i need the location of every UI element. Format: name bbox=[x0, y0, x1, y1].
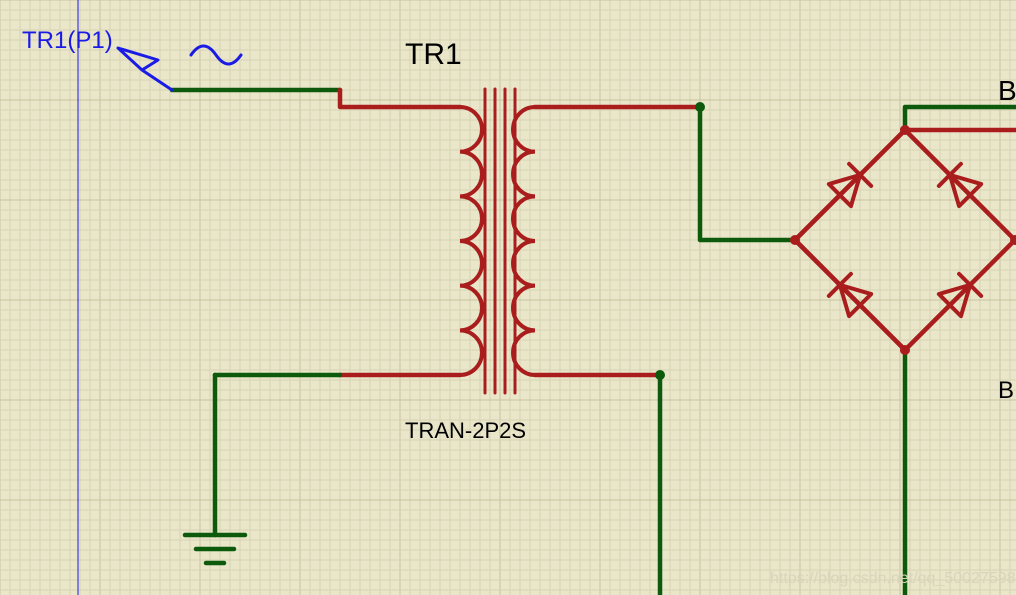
schematic-canvas: TR1(P1) TR1 TRAN-2P2S B Bhttps://blog.csdn.n… bbox=[0, 0, 1016, 595]
junction-node bbox=[655, 370, 665, 380]
junction-node bbox=[695, 102, 705, 112]
transformer-refdes: TR1 bbox=[405, 38, 462, 71]
transformer-partname: TRAN-2P2S bbox=[405, 418, 526, 443]
watermark: https://blog.csdn.net/qq_50027598 bbox=[770, 570, 1016, 587]
cropped-label-bottom: B bbox=[998, 377, 1014, 404]
probe-pin-label: TR1(P1) bbox=[22, 27, 113, 54]
cropped-label-top: B bbox=[998, 75, 1016, 106]
canvas-bg bbox=[0, 0, 1016, 595]
